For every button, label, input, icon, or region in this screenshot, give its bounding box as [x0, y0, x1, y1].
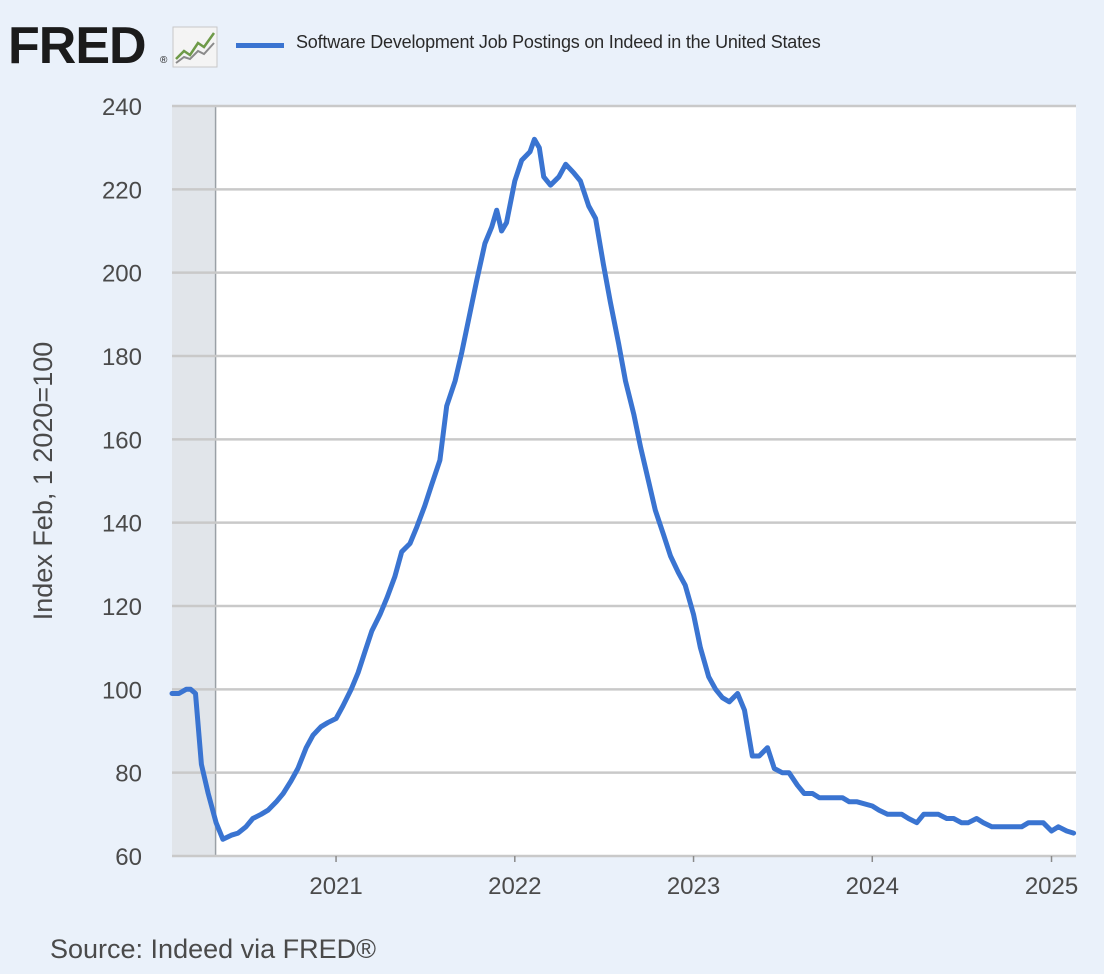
x-tick-2023: 2023	[667, 873, 720, 900]
fred-graph-icon	[172, 26, 218, 68]
y-tick-240: 240	[102, 94, 142, 121]
y-tick-200: 200	[102, 261, 142, 288]
y-tick-160: 160	[102, 427, 142, 454]
series-line-software-dev	[169, 136, 1077, 842]
y-tick-220: 220	[102, 177, 142, 204]
y-tick-80: 80	[115, 761, 142, 788]
recession-shade-0	[172, 106, 216, 856]
legend-label: Software Development Job Postings on Ind…	[296, 32, 821, 52]
fred-registered-mark: ®	[160, 55, 168, 66]
y-tick-100: 100	[102, 677, 142, 704]
y-tick-120: 120	[102, 594, 142, 621]
x-tick-2024: 2024	[846, 873, 899, 900]
plot-area	[172, 106, 1076, 856]
legend-swatch	[236, 43, 284, 48]
y-axis-ticks: 60 80 100 120 140 160 180 200 220 240	[102, 94, 142, 871]
y-tick-180: 180	[102, 344, 142, 371]
source-note: Source: Indeed via FRED®	[50, 934, 377, 964]
y-tick-60: 60	[115, 844, 142, 871]
grid-layer	[172, 104, 1076, 858]
x-tick-2021: 2021	[309, 873, 362, 900]
x-tick-2022: 2022	[488, 873, 541, 900]
y-tick-140: 140	[102, 511, 142, 538]
chart-header: FRED ® Software Development Job Postings…	[0, 0, 1104, 90]
x-axis-ticks: 2021 2022 2023 2024 2025	[309, 856, 1078, 900]
recession-layer	[172, 106, 217, 856]
y-axis-label: Index Feb, 1 2020=100	[28, 342, 58, 620]
fred-logo: FRED	[8, 17, 147, 75]
x-tick-2025: 2025	[1025, 873, 1078, 900]
